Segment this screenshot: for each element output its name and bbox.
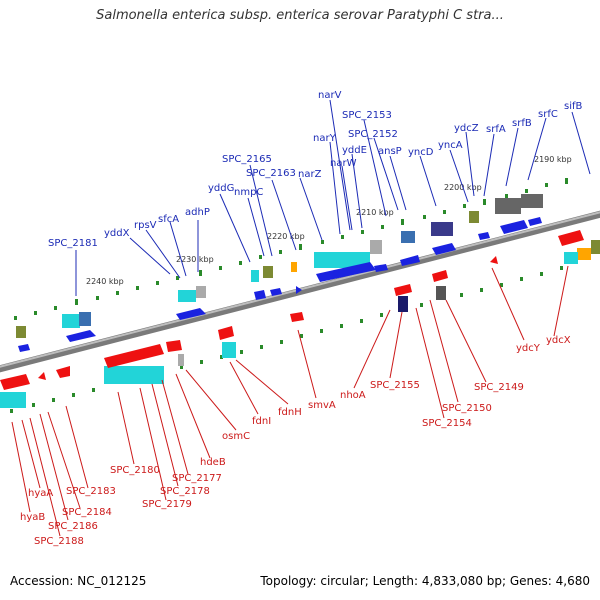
reverse-arrows bbox=[0, 230, 584, 390]
gene-label-ydcY[interactable]: ydcY bbox=[516, 343, 541, 354]
gene-label-SPC_2177[interactable]: SPC_2177 bbox=[172, 473, 222, 484]
scale-ticks-lower bbox=[10, 266, 563, 413]
gene-label-SPC_2186[interactable]: SPC_2186 bbox=[48, 521, 98, 532]
gene-label-SPC_2179[interactable]: SPC_2179 bbox=[142, 499, 192, 510]
genome-backbone bbox=[0, 210, 600, 373]
gene-label-SPC_2181[interactable]: SPC_2181 bbox=[48, 238, 98, 249]
gene-label-narZ[interactable]: narZ bbox=[298, 169, 322, 180]
gene-label-yncA[interactable]: yncA bbox=[438, 140, 463, 151]
gene-label-hdeB[interactable]: hdeB bbox=[200, 457, 226, 468]
gene-label-smvA[interactable]: smvA bbox=[308, 400, 336, 411]
gene-label-yncD[interactable]: yncD bbox=[408, 147, 434, 158]
gene-label-srfA[interactable]: srfA bbox=[486, 124, 506, 135]
forward-arrows bbox=[18, 217, 542, 352]
gene-label-ansP[interactable]: ansP bbox=[378, 146, 402, 157]
reverse-callouts bbox=[11, 265, 569, 537]
gene-label-ydcZ[interactable]: ydcZ bbox=[454, 123, 479, 134]
gene-label-narW[interactable]: narW bbox=[330, 158, 357, 169]
gene-label-yddX[interactable]: yddX bbox=[104, 228, 130, 239]
gene-label-SPC_2152[interactable]: SPC_2152 bbox=[348, 129, 398, 140]
gene-label-narY[interactable]: narY bbox=[313, 133, 337, 144]
gene-label-yddE[interactable]: yddE bbox=[342, 145, 367, 156]
gene-label-adhP[interactable]: adhP bbox=[185, 207, 210, 218]
gene-label-SPC_2150[interactable]: SPC_2150 bbox=[442, 403, 492, 414]
gene-label-yddG[interactable]: yddG bbox=[208, 183, 234, 194]
gene-label-SPC_2163[interactable]: SPC_2163 bbox=[246, 168, 296, 179]
gene-label-SPC_2149[interactable]: SPC_2149 bbox=[474, 382, 524, 393]
scale-label-2220: 2220 kbp bbox=[267, 232, 305, 241]
gene-label-nhoA[interactable]: nhoA bbox=[340, 390, 366, 401]
gene-label-srfB[interactable]: srfB bbox=[512, 118, 532, 129]
gene-label-SPC_2184[interactable]: SPC_2184 bbox=[62, 507, 112, 518]
scale-ticks-upper bbox=[14, 178, 568, 320]
genome-summary-text: Topology: circular; Length: 4,833,080 bp… bbox=[260, 574, 590, 588]
gene-label-SPC_2183[interactable]: SPC_2183 bbox=[66, 486, 116, 497]
gene-label-SPC_2153[interactable]: SPC_2153 bbox=[342, 110, 392, 121]
gene-label-SPC_2180[interactable]: SPC_2180 bbox=[110, 465, 160, 476]
gene-label-nmpC[interactable]: nmpC bbox=[234, 187, 263, 198]
forward-callouts bbox=[75, 99, 591, 296]
gene-label-sifB[interactable]: sifB bbox=[564, 101, 583, 112]
gene-label-rpsV[interactable]: rpsV bbox=[134, 220, 157, 231]
gene-label-SPC_2178[interactable]: SPC_2178 bbox=[160, 486, 210, 497]
map-title: Salmonella enterica subsp. enterica sero… bbox=[96, 8, 504, 23]
scale-label-2240: 2240 kbp bbox=[86, 277, 124, 286]
reverse-features bbox=[0, 286, 446, 408]
gene-label-SPC_2154[interactable]: SPC_2154 bbox=[422, 418, 472, 429]
gene-label-fdnI[interactable]: fdnI bbox=[252, 416, 271, 427]
accession-text: Accession: NC_012125 bbox=[10, 574, 147, 588]
gene-label-osmC[interactable]: osmC bbox=[222, 431, 250, 442]
gene-label-srfC[interactable]: srfC bbox=[538, 109, 558, 120]
scale-label-2230: 2230 kbp bbox=[176, 255, 214, 264]
gene-label-hyaA[interactable]: hyaA bbox=[28, 488, 53, 499]
gene-label-SPC_2165[interactable]: SPC_2165 bbox=[222, 154, 272, 165]
gene-label-narV[interactable]: narV bbox=[318, 90, 342, 101]
forward-gene-labels: SPC_2181 yddX rpsV sfcA adhP yddG nmpC S… bbox=[48, 90, 583, 249]
forward-features bbox=[16, 194, 600, 338]
reverse-gene-labels: hyaB hyaA SPC_2188 SPC_2186 SPC_2184 SPC… bbox=[20, 335, 571, 547]
gene-label-fdnH[interactable]: fdnH bbox=[278, 407, 302, 418]
gene-label-SPC_2188[interactable]: SPC_2188 bbox=[34, 536, 84, 547]
gene-label-hyaB[interactable]: hyaB bbox=[20, 512, 45, 523]
scale-label-2210: 2210 kbp bbox=[356, 208, 394, 217]
gene-label-ydcX[interactable]: ydcX bbox=[546, 335, 571, 346]
gene-label-sfcA[interactable]: sfcA bbox=[158, 214, 179, 225]
scale-label-2190: 2190 kbp bbox=[534, 155, 572, 164]
gene-label-SPC_2155[interactable]: SPC_2155 bbox=[370, 380, 420, 391]
